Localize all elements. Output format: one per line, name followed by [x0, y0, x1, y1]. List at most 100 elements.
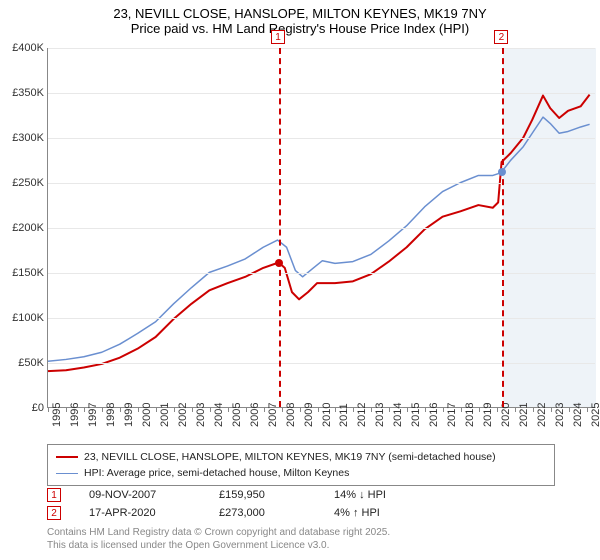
x-tick-label: 2007: [267, 403, 279, 427]
y-tick-label: £0: [0, 402, 44, 414]
sale-marker-box: 2: [494, 30, 508, 44]
legend-swatch-price-paid: [56, 456, 78, 458]
x-tick-label: 2021: [518, 403, 530, 427]
legend-row-hpi: HPI: Average price, semi-detached house,…: [56, 465, 546, 481]
series-line-price_paid: [48, 95, 590, 371]
x-tick: [461, 407, 462, 412]
legend-label-hpi: HPI: Average price, semi-detached house,…: [84, 467, 349, 479]
x-tick: [120, 407, 121, 412]
x-tick: [246, 407, 247, 412]
sale-date: 17-APR-2020: [89, 507, 219, 519]
attribution-text: Contains HM Land Registry data © Crown c…: [47, 527, 390, 552]
sales-table: 1 09-NOV-2007 £159,950 14% ↓ HPI 2 17-AP…: [47, 486, 424, 522]
x-tick-label: 2014: [392, 403, 404, 427]
x-tick-label: 1997: [87, 403, 99, 427]
x-tick: [569, 407, 570, 412]
x-tick-label: 2009: [303, 403, 315, 427]
x-tick: [353, 407, 354, 412]
x-tick: [210, 407, 211, 412]
sale-diff: 14% ↓ HPI: [334, 489, 424, 501]
y-gridline: [48, 183, 595, 184]
x-tick: [282, 407, 283, 412]
x-tick: [479, 407, 480, 412]
x-tick: [264, 407, 265, 412]
x-tick: [533, 407, 534, 412]
x-tick: [138, 407, 139, 412]
y-tick-label: £250K: [0, 177, 44, 189]
x-tick: [443, 407, 444, 412]
x-tick-label: 2004: [213, 403, 225, 427]
x-tick-label: 2000: [141, 403, 153, 427]
x-tick: [389, 407, 390, 412]
x-tick: [497, 407, 498, 412]
x-tick-label: 2022: [536, 403, 548, 427]
sale-price: £273,000: [219, 507, 334, 519]
y-gridline: [48, 228, 595, 229]
x-tick: [66, 407, 67, 412]
chart-container: 23, NEVILL CLOSE, HANSLOPE, MILTON KEYNE…: [0, 0, 600, 560]
x-tick: [228, 407, 229, 412]
x-tick: [407, 407, 408, 412]
sale-date: 09-NOV-2007: [89, 489, 219, 501]
sale-diff: 4% ↑ HPI: [334, 507, 424, 519]
y-tick-label: £300K: [0, 132, 44, 144]
x-tick-label: 2024: [572, 403, 584, 427]
table-row: 2 17-APR-2020 £273,000 4% ↑ HPI: [47, 504, 424, 522]
x-tick-label: 2015: [410, 403, 422, 427]
x-tick-label: 2011: [338, 403, 350, 427]
x-tick-label: 2010: [321, 403, 333, 427]
x-tick: [371, 407, 372, 412]
legend-label-price-paid: 23, NEVILL CLOSE, HANSLOPE, MILTON KEYNE…: [84, 451, 496, 463]
title-line2: Price paid vs. HM Land Registry's House …: [0, 21, 600, 36]
sale-marker-dot: [275, 259, 283, 267]
legend-swatch-hpi: [56, 473, 78, 474]
x-tick: [102, 407, 103, 412]
x-tick-label: 2019: [482, 403, 494, 427]
series-line-hpi: [48, 117, 590, 361]
sale-marker-line: [502, 48, 504, 407]
x-tick: [425, 407, 426, 412]
x-tick: [587, 407, 588, 412]
y-gridline: [48, 93, 595, 94]
x-tick-label: 2005: [231, 403, 243, 427]
x-tick: [515, 407, 516, 412]
y-gridline: [48, 138, 595, 139]
title-block: 23, NEVILL CLOSE, HANSLOPE, MILTON KEYNE…: [0, 0, 600, 40]
x-tick-label: 2006: [249, 403, 261, 427]
x-tick-label: 1995: [51, 403, 63, 427]
attribution-line2: This data is licensed under the Open Gov…: [47, 540, 390, 553]
sale-marker-2: 2: [47, 506, 61, 520]
y-tick-label: £350K: [0, 87, 44, 99]
x-tick-label: 1998: [105, 403, 117, 427]
y-tick-label: £200K: [0, 222, 44, 234]
x-tick: [156, 407, 157, 412]
sale-marker-box: 1: [271, 30, 285, 44]
y-gridline: [48, 48, 595, 49]
x-tick-label: 2002: [177, 403, 189, 427]
x-tick: [300, 407, 301, 412]
y-tick-label: £100K: [0, 312, 44, 324]
y-gridline: [48, 363, 595, 364]
x-tick-label: 2001: [159, 403, 171, 427]
attribution-line1: Contains HM Land Registry data © Crown c…: [47, 527, 390, 540]
x-tick-label: 2025: [590, 403, 600, 427]
x-tick-label: 2008: [285, 403, 297, 427]
x-tick: [84, 407, 85, 412]
table-row: 1 09-NOV-2007 £159,950 14% ↓ HPI: [47, 486, 424, 504]
title-line1: 23, NEVILL CLOSE, HANSLOPE, MILTON KEYNE…: [0, 6, 600, 21]
y-tick-label: £50K: [0, 357, 44, 369]
x-tick-label: 1996: [69, 403, 81, 427]
sale-marker-line: [279, 48, 281, 407]
sale-marker-dot: [498, 168, 506, 176]
x-tick-label: 2013: [374, 403, 386, 427]
x-tick-label: 2012: [356, 403, 368, 427]
x-tick: [551, 407, 552, 412]
x-tick: [335, 407, 336, 412]
y-tick-label: £400K: [0, 42, 44, 54]
legend-box: 23, NEVILL CLOSE, HANSLOPE, MILTON KEYNE…: [47, 444, 555, 486]
y-gridline: [48, 273, 595, 274]
y-tick-label: £150K: [0, 267, 44, 279]
x-tick-label: 2017: [446, 403, 458, 427]
x-tick: [318, 407, 319, 412]
x-tick: [192, 407, 193, 412]
